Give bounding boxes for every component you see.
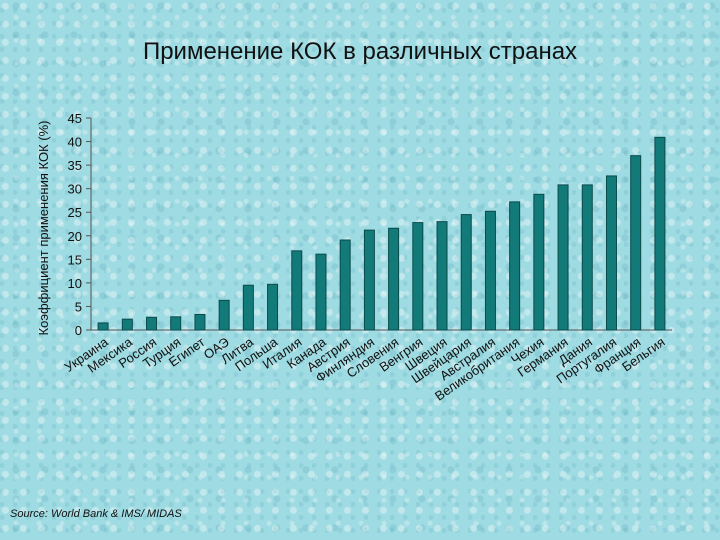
bar-Португалия [605, 175, 617, 331]
y-tick-label: 45 [68, 111, 82, 126]
bar-Египет [194, 313, 206, 331]
bar-Канада [315, 253, 327, 331]
bar-Дания [581, 184, 593, 331]
y-tick-label: 20 [68, 229, 82, 244]
bar-Венгрия [412, 222, 424, 331]
bar-Великобритания [509, 201, 521, 331]
bar-Швейцария [460, 214, 472, 331]
bar-Польша [267, 283, 279, 331]
source-note: Source: World Bank & IMS/ MIDAS [10, 508, 182, 520]
bar-Украина [97, 322, 109, 331]
y-tick-label: 15 [68, 252, 82, 267]
y-axis-ticks: 0 5 10 15 20 25 30 35 40 45 [68, 111, 91, 338]
y-tick-label: 25 [68, 205, 82, 220]
y-tick-label: 30 [68, 182, 82, 197]
chart-title: Применение КОК в различных странах [142, 38, 578, 65]
x-axis-labels: УкраинаМексикаРоссияТурцияЕгипетОАЭЛитва… [62, 334, 668, 404]
bar-ОАЭ [218, 299, 230, 331]
bar-Бельгия [654, 136, 666, 331]
y-tick-label: 10 [68, 276, 82, 291]
bar-Австрия [339, 239, 351, 331]
bar-Литва [242, 284, 254, 331]
bar-Турция [170, 316, 182, 331]
bar-Чехия [533, 193, 545, 331]
y-tick-label: 5 [75, 299, 82, 314]
y-tick-label: 0 [75, 323, 82, 338]
y-tick-label: 40 [68, 135, 82, 150]
y-axis-label: Коэффициент применения КОК (%) [36, 121, 51, 336]
y-axis-label-group: Коэффициент применения КОК (%) [36, 121, 51, 336]
bar-Мексика [121, 318, 133, 331]
bar-Италия [291, 250, 303, 331]
bars [97, 136, 666, 331]
bar-Россия [146, 316, 158, 331]
bar-Словения [388, 227, 400, 331]
y-tick-label: 35 [68, 158, 82, 173]
bar-Финляндия [363, 229, 375, 331]
bar-Швеция [436, 221, 448, 331]
bar-Германия [557, 184, 569, 331]
bar-Франция [630, 155, 642, 331]
bar-Австралия [484, 210, 496, 331]
